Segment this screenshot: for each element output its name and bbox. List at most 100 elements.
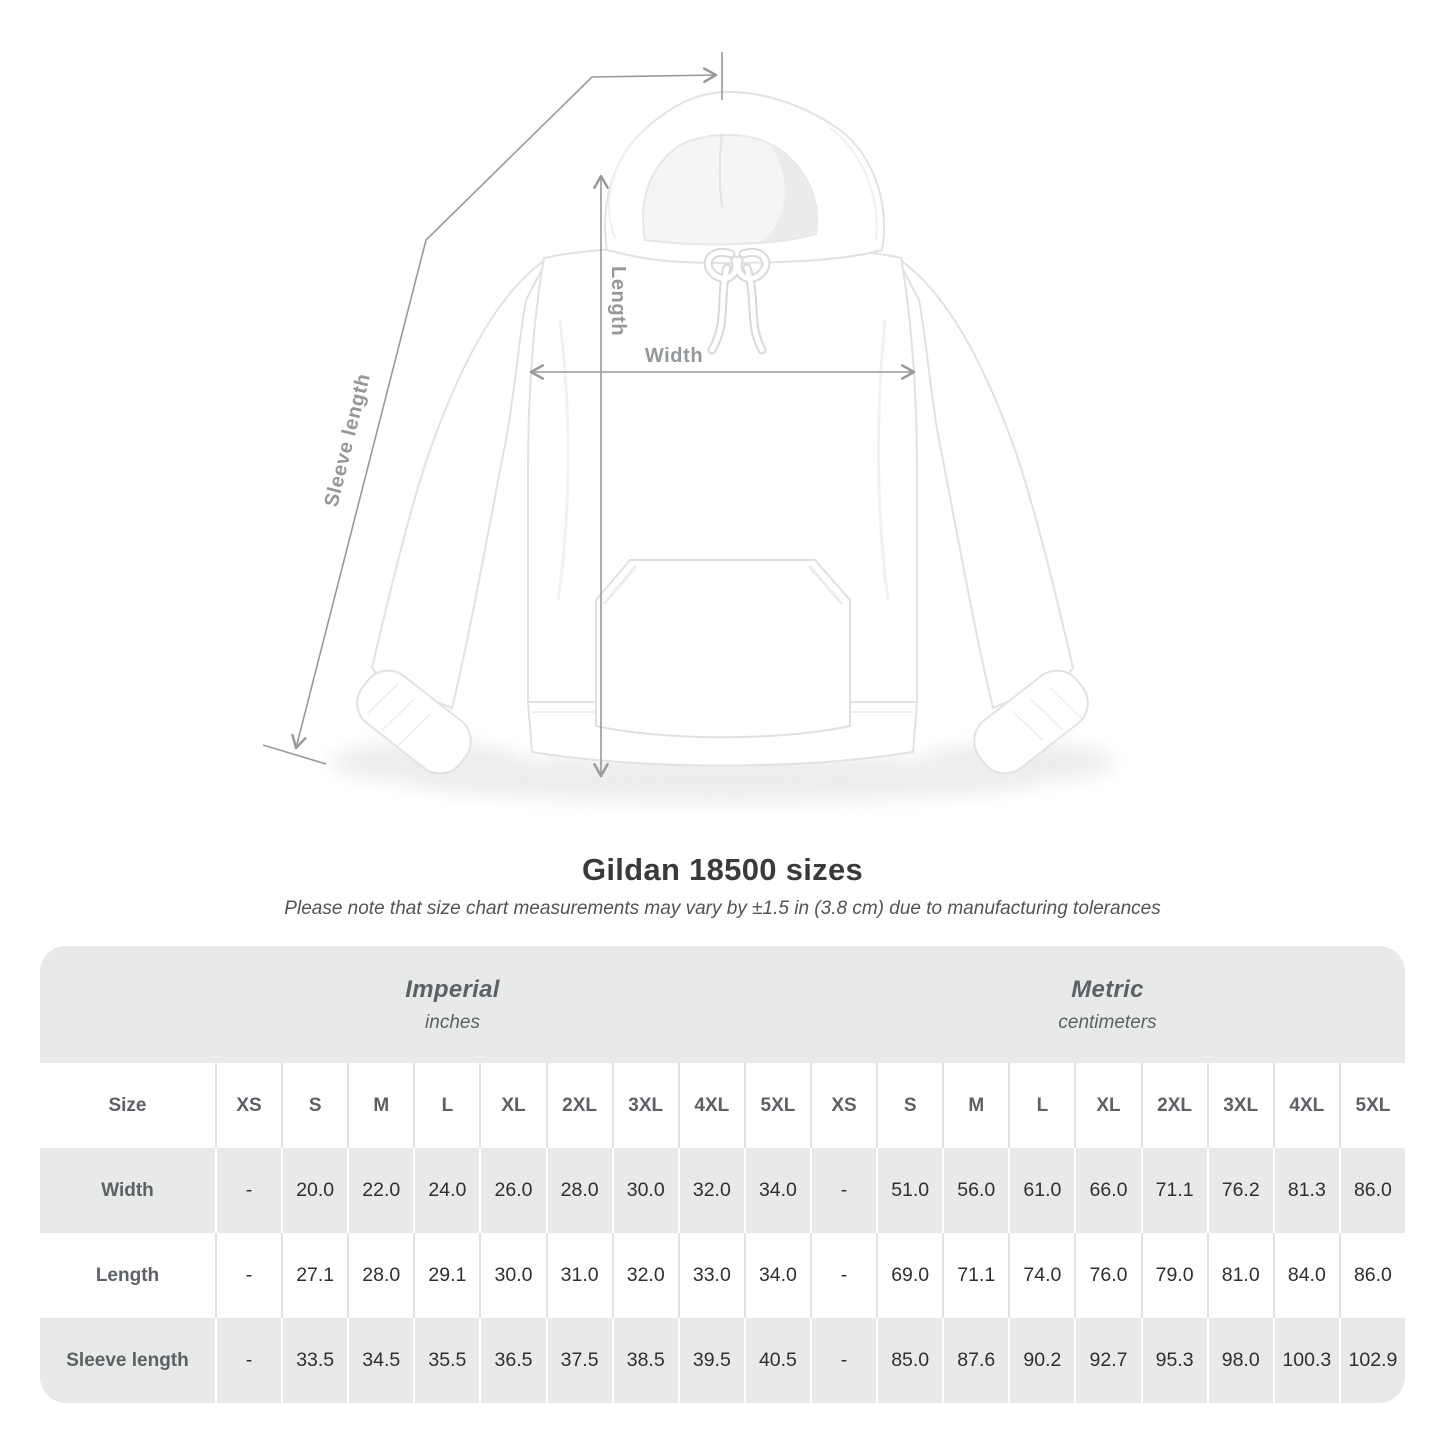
imperial-value: 32.0 bbox=[677, 1148, 744, 1233]
metric-value: - bbox=[810, 1233, 876, 1318]
metric-value: - bbox=[810, 1148, 876, 1233]
metric-unit: centimeters bbox=[1058, 1011, 1157, 1033]
imperial-unit: inches bbox=[425, 1011, 480, 1033]
left-sleeve bbox=[371, 257, 549, 709]
imperial-size-header: 5XL bbox=[743, 1063, 810, 1148]
sleeve-length-label: Sleeve length bbox=[321, 371, 375, 509]
hoodie-measurement-diagram: Length Width Sleeve length bbox=[262, 52, 1115, 802]
imperial-value: 22.0 bbox=[347, 1148, 413, 1233]
imperial-value: 30.0 bbox=[479, 1233, 545, 1318]
table-row-length: Length -27.1 28.0 29.1 30.0 31.0 32.0 33.0 34.0-… bbox=[40, 1233, 1405, 1318]
metric-value: - bbox=[810, 1318, 876, 1403]
page-title: Gildan 18500 sizes bbox=[581, 852, 864, 887]
imperial-value: 28.0 bbox=[545, 1148, 612, 1233]
imperial-value: - bbox=[215, 1233, 281, 1318]
metric-value: 66.0 bbox=[1074, 1148, 1140, 1233]
imperial-value: 33.5 bbox=[281, 1318, 347, 1403]
metric-value: 85.0 bbox=[876, 1318, 942, 1403]
metric-size-header: 2XL bbox=[1140, 1063, 1207, 1148]
metric-label: Metric bbox=[1071, 975, 1144, 1003]
metric-value: 92.7 bbox=[1074, 1318, 1140, 1403]
imperial-value: 38.5 bbox=[611, 1318, 678, 1403]
metric-size-header: XS bbox=[810, 1063, 876, 1148]
metric-value: 51.0 bbox=[876, 1148, 942, 1233]
imperial-group-header: Imperial inches bbox=[40, 946, 810, 1063]
imperial-value: 39.5 bbox=[677, 1318, 744, 1403]
imperial-value: 30.0 bbox=[611, 1148, 678, 1233]
imperial-value: 34.0 bbox=[743, 1148, 810, 1233]
sleeve-cuff-tick bbox=[262, 744, 327, 765]
metric-value: 95.3 bbox=[1140, 1318, 1207, 1403]
imperial-value: 29.1 bbox=[413, 1233, 479, 1318]
imperial-value: 28.0 bbox=[347, 1233, 413, 1318]
metric-value: 87.6 bbox=[942, 1318, 1008, 1403]
size-header-row: Size XS S M L XL 2XL 3XL 4XL 5XL XS S M L XL 2XL 3XL 4XL 5… bbox=[40, 1063, 1405, 1148]
imperial-size-header: 2XL bbox=[545, 1063, 612, 1148]
hood-inner-shadow bbox=[760, 144, 818, 242]
metric-value: 74.0 bbox=[1008, 1233, 1074, 1318]
hoodie-illustration bbox=[356, 90, 1089, 775]
metric-size-header: 3XL bbox=[1206, 1063, 1273, 1148]
imperial-value: 37.5 bbox=[545, 1318, 612, 1403]
row-label: Length bbox=[95, 1264, 160, 1286]
metric-value: 98.0 bbox=[1206, 1318, 1273, 1403]
length-label: Length bbox=[607, 266, 629, 336]
row-label: Width bbox=[101, 1179, 154, 1201]
metric-value: 61.0 bbox=[1008, 1148, 1074, 1233]
metric-value: 102.9 bbox=[1338, 1318, 1405, 1403]
metric-value: 56.0 bbox=[942, 1148, 1008, 1233]
caption: Gildan 18500 sizes Please note that size… bbox=[0, 852, 1445, 920]
metric-value: 100.3 bbox=[1272, 1318, 1339, 1403]
imperial-value: 34.5 bbox=[347, 1318, 413, 1403]
sleeve-length-arrow bbox=[291, 67, 718, 750]
imperial-value: 40.5 bbox=[743, 1318, 810, 1403]
table-row-sleeve-length: Sleeve length -33.5 34.5 35.5 36.5 37.5 38.5 39… bbox=[40, 1318, 1405, 1403]
imperial-value: 32.0 bbox=[611, 1233, 678, 1318]
imperial-size-header: 3XL bbox=[611, 1063, 678, 1148]
garment-shadow bbox=[330, 742, 1115, 802]
metric-value: 71.1 bbox=[1140, 1148, 1207, 1233]
hood-center-seam bbox=[718, 132, 723, 208]
metric-value: 81.3 bbox=[1272, 1148, 1339, 1233]
metric-size-header: M bbox=[942, 1063, 1008, 1148]
table-row-width: Width -20.0 22.0 24.0 26.0 28.0 30.0 32.0 34.0-5… bbox=[40, 1148, 1405, 1233]
imperial-value: 27.1 bbox=[281, 1233, 347, 1318]
metric-value: 79.0 bbox=[1140, 1233, 1207, 1318]
page-subtitle: Please note that size chart measurements… bbox=[284, 898, 1161, 919]
kangaroo-pocket bbox=[595, 559, 851, 739]
metric-size-header: XL bbox=[1074, 1063, 1140, 1148]
measurement-arrows bbox=[262, 52, 916, 778]
right-cuff bbox=[973, 669, 1089, 775]
metric-value: 76.2 bbox=[1206, 1148, 1273, 1233]
unit-header-band: Imperial inches Metric centimeters bbox=[40, 946, 1405, 1063]
right-sleeve bbox=[896, 257, 1074, 709]
metric-value: 90.2 bbox=[1008, 1318, 1074, 1403]
metric-value: 86.0 bbox=[1338, 1148, 1405, 1233]
imperial-size-header: XL bbox=[479, 1063, 545, 1148]
metric-value: 76.0 bbox=[1074, 1233, 1140, 1318]
metric-value: 71.1 bbox=[942, 1233, 1008, 1318]
imperial-value: 20.0 bbox=[281, 1148, 347, 1233]
metric-size-header: L bbox=[1008, 1063, 1074, 1148]
imperial-size-header: S bbox=[281, 1063, 347, 1148]
metric-value: 86.0 bbox=[1338, 1233, 1405, 1318]
imperial-label: Imperial bbox=[405, 975, 500, 1003]
width-label: Width bbox=[645, 345, 703, 367]
imperial-value: - bbox=[215, 1148, 281, 1233]
imperial-value: 36.5 bbox=[479, 1318, 545, 1403]
imperial-size-header: L bbox=[413, 1063, 479, 1148]
metric-value: 84.0 bbox=[1272, 1233, 1339, 1318]
metric-value: 81.0 bbox=[1206, 1233, 1273, 1318]
imperial-value: - bbox=[215, 1318, 281, 1403]
metric-group-header: Metric centimeters bbox=[810, 946, 1405, 1063]
metric-value: 69.0 bbox=[876, 1233, 942, 1318]
size-corner-label: Size bbox=[108, 1094, 147, 1116]
imperial-size-header: M bbox=[347, 1063, 413, 1148]
imperial-value: 31.0 bbox=[545, 1233, 612, 1318]
imperial-value: 34.0 bbox=[743, 1233, 810, 1318]
metric-size-header: S bbox=[876, 1063, 942, 1148]
row-label: Sleeve length bbox=[66, 1349, 189, 1371]
body-wrinkle-right bbox=[877, 319, 890, 601]
imperial-value: 26.0 bbox=[479, 1148, 545, 1233]
